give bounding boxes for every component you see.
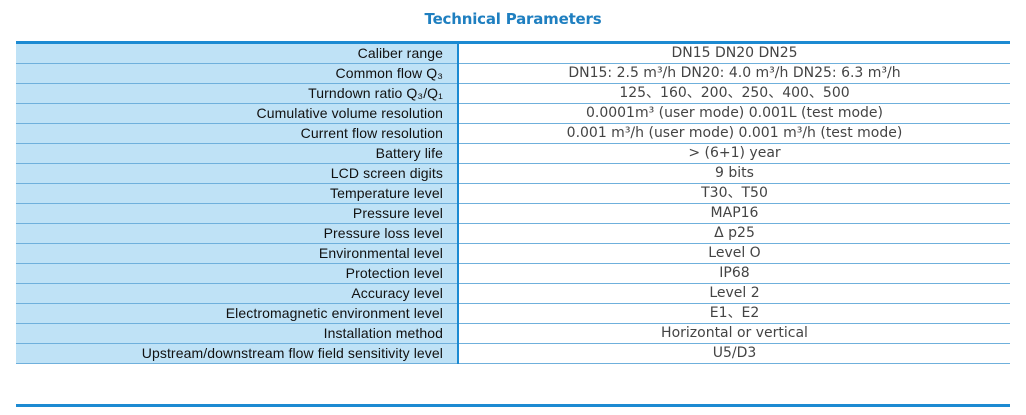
bottom-divider (16, 404, 1010, 407)
parameter-label: Protection level (16, 263, 459, 284)
parameter-value: > (6+1) year (458, 143, 1010, 164)
table-row: Pressure loss level Δ p25 (16, 223, 1010, 244)
parameter-value: DN15: 2.5 m³/h DN20: 4.0 m³/h DN25: 6.3 … (458, 63, 1010, 84)
parameter-value: T30、T50 (458, 183, 1010, 204)
parameter-value: E1、E2 (458, 303, 1010, 324)
parameter-label: Installation method (16, 323, 459, 344)
parameter-value: 0.0001m³ (user mode) 0.001L (test mode) (458, 103, 1010, 124)
parameter-label: Pressure loss level (16, 223, 459, 244)
parameter-value: 0.001 m³/h (user mode) 0.001 m³/h (test … (458, 123, 1010, 144)
parameter-value: DN15 DN20 DN25 (458, 44, 1010, 64)
parameter-value: Level 2 (458, 283, 1010, 304)
parameter-value: 9 bits (458, 163, 1010, 184)
parameter-value: MAP16 (458, 203, 1010, 224)
parameter-label: Common flow Q₃ (16, 63, 459, 84)
table-row: Pressure level MAP16 (16, 203, 1010, 224)
parameter-label: Electromagnetic environment level (16, 303, 459, 324)
parameter-value: IP68 (458, 263, 1010, 284)
parameter-label: Battery life (16, 143, 459, 164)
technical-parameters-table: Caliber range DN15 DN20 DN25 Common flow… (16, 44, 1010, 364)
parameter-label: Current flow resolution (16, 123, 459, 144)
parameter-label: LCD screen digits (16, 163, 459, 184)
parameter-value: 125、160、200、250、400、500 (458, 83, 1010, 104)
parameter-label: Pressure level (16, 203, 459, 224)
table-row: Installation method Horizontal or vertic… (16, 323, 1010, 344)
parameter-label: Turndown ratio Q₃/Q₁ (16, 83, 459, 104)
parameter-value: Δ p25 (458, 223, 1010, 244)
table-row: Upstream/downstream flow field sensitivi… (16, 343, 1010, 364)
parameter-label: Environmental level (16, 243, 459, 264)
parameter-value: Horizontal or vertical (458, 323, 1010, 344)
table-row: Environmental level Level O (16, 243, 1010, 264)
table-row: Protection level IP68 (16, 263, 1010, 284)
table-row: Common flow Q₃ DN15: 2.5 m³/h DN20: 4.0 … (16, 63, 1010, 84)
parameter-value: U5/D3 (458, 343, 1010, 364)
top-divider (16, 41, 1010, 44)
page-title: Technical Parameters (424, 10, 602, 28)
table-row: Turndown ratio Q₃/Q₁ 125、160、200、250、400… (16, 83, 1010, 104)
table-row: Temperature level T30、T50 (16, 183, 1010, 204)
table-row: Battery life > (6+1) year (16, 143, 1010, 164)
parameter-label: Cumulative volume resolution (16, 103, 459, 124)
parameter-label: Upstream/downstream flow field sensitivi… (16, 343, 459, 364)
parameter-label: Temperature level (16, 183, 459, 204)
table-row: Cumulative volume resolution 0.0001m³ (u… (16, 103, 1010, 124)
table-row: Current flow resolution 0.001 m³/h (user… (16, 123, 1010, 144)
table-row: LCD screen digits 9 bits (16, 163, 1010, 184)
parameter-label: Accuracy level (16, 283, 459, 304)
table-row: Accuracy level Level 2 (16, 283, 1010, 304)
parameter-value: Level O (458, 243, 1010, 264)
table-row: Caliber range DN15 DN20 DN25 (16, 44, 1010, 64)
parameter-label: Caliber range (16, 44, 459, 64)
table-row: Electromagnetic environment level E1、E2 (16, 303, 1010, 324)
